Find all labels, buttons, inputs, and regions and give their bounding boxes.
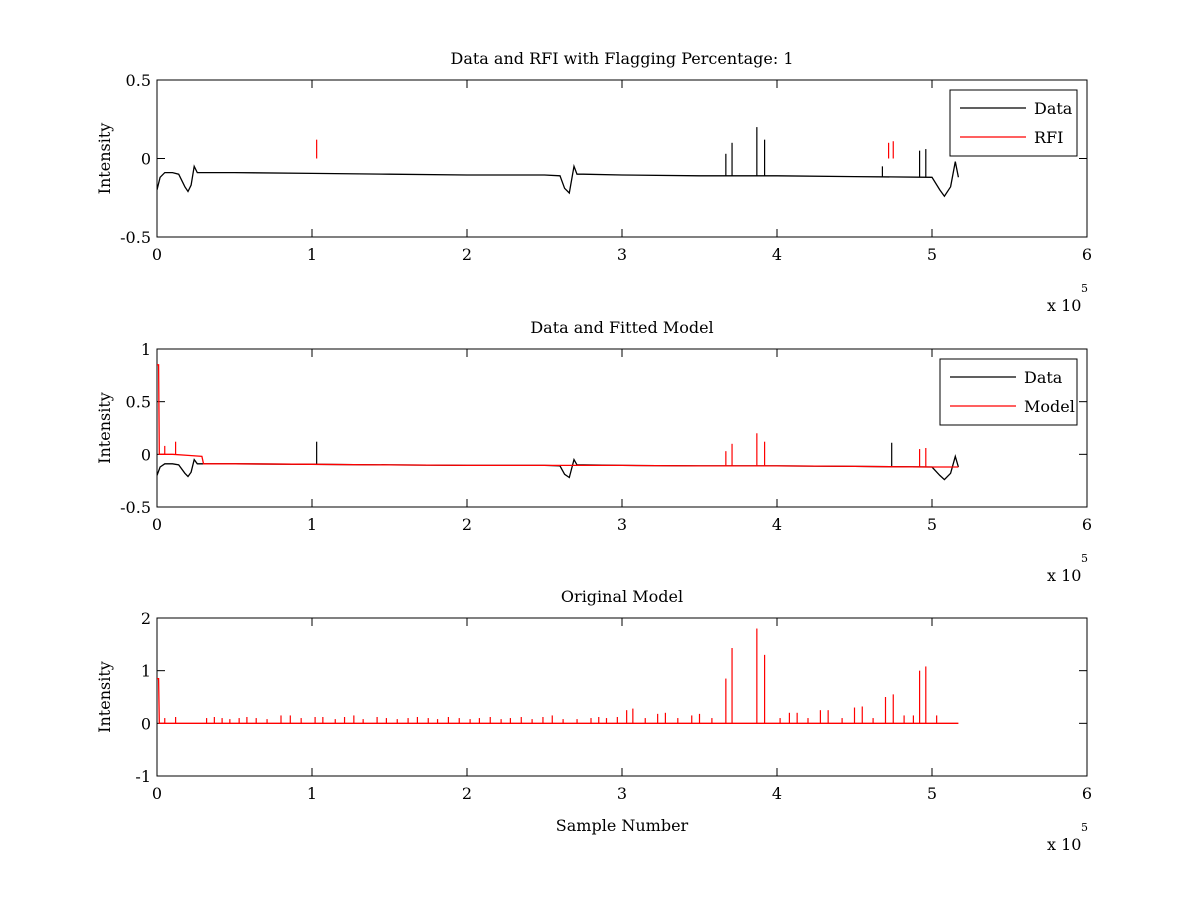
x-tick-label: 4 — [772, 784, 782, 803]
legend-label-data: Data — [1034, 99, 1073, 118]
y-axis-label: Intensity — [95, 123, 114, 195]
plot-area — [157, 127, 960, 198]
legend-label-rfi: RFI — [1034, 128, 1063, 147]
series-line-data — [157, 454, 960, 481]
y-tick-label: 0 — [141, 445, 151, 464]
axes-box — [156, 79, 1088, 238]
x-tick-label: 4 — [772, 515, 782, 534]
chart-title: Original Model — [561, 587, 683, 606]
x-tick-label: 3 — [617, 515, 627, 534]
legend-label-model: Model — [1024, 397, 1075, 416]
legend-box — [939, 358, 1078, 426]
y-tick-label: 0 — [141, 150, 151, 169]
y-tick-label: 0.5 — [126, 393, 151, 412]
x-multiplier-base: x 10 — [1047, 566, 1081, 585]
plot-area — [157, 628, 959, 724]
y-tick-label: 0 — [141, 714, 151, 733]
x-tick-label: 2 — [462, 515, 472, 534]
y-tick-label: -0.5 — [120, 498, 151, 517]
x-multiplier-exponent: 5 — [1081, 282, 1088, 295]
x-multiplier-exponent: 5 — [1081, 821, 1088, 834]
series-line-model — [157, 364, 959, 468]
x-tick-label: 4 — [772, 245, 782, 264]
plot-area — [157, 364, 960, 481]
y-axis-label: Intensity — [95, 392, 114, 464]
x-tick-label: 0 — [152, 784, 162, 803]
axes-box — [156, 617, 1088, 777]
legend: Data Model — [939, 358, 1078, 426]
series-line-data — [157, 161, 960, 198]
series-line-model — [157, 677, 959, 724]
x-multiplier-base: x 10 — [1047, 835, 1081, 854]
x-tick-label: 5 — [927, 784, 937, 803]
x-tick-label: 1 — [307, 245, 317, 264]
x-multiplier-exponent: 5 — [1081, 552, 1088, 565]
y-tick-label: 1 — [141, 340, 151, 359]
x-tick-label: 3 — [617, 784, 627, 803]
y-tick-label: -0.5 — [120, 228, 151, 247]
x-tick-label: 6 — [1082, 784, 1092, 803]
chart-title: Data and RFI with Flagging Percentage: 1 — [450, 49, 793, 68]
x-multiplier-base: x 10 — [1047, 296, 1081, 315]
x-tick-label: 1 — [307, 784, 317, 803]
x-tick-label: 6 — [1082, 245, 1092, 264]
x-tick-label: 0 — [152, 245, 162, 264]
x-tick-label: 5 — [927, 245, 937, 264]
y-tick-label: -1 — [135, 767, 151, 786]
x-tick-label: 1 — [307, 515, 317, 534]
x-axis-label: Sample Number — [556, 816, 689, 835]
chart-title: Data and Fitted Model — [530, 318, 713, 337]
x-tick-label: 2 — [462, 784, 472, 803]
legend: Data RFI — [949, 89, 1078, 157]
legend-label-data: Data — [1024, 368, 1063, 387]
x-tick-label: 5 — [927, 515, 937, 534]
x-tick-label: 2 — [462, 245, 472, 264]
y-axis-label: Intensity — [95, 661, 114, 733]
x-tick-label: 0 — [152, 515, 162, 534]
y-tick-label: 2 — [141, 609, 151, 628]
x-tick-label: 3 — [617, 245, 627, 264]
x-tick-label: 6 — [1082, 515, 1092, 534]
legend-box — [949, 89, 1078, 157]
y-tick-label: 0.5 — [126, 71, 151, 90]
y-tick-label: 1 — [141, 662, 151, 681]
